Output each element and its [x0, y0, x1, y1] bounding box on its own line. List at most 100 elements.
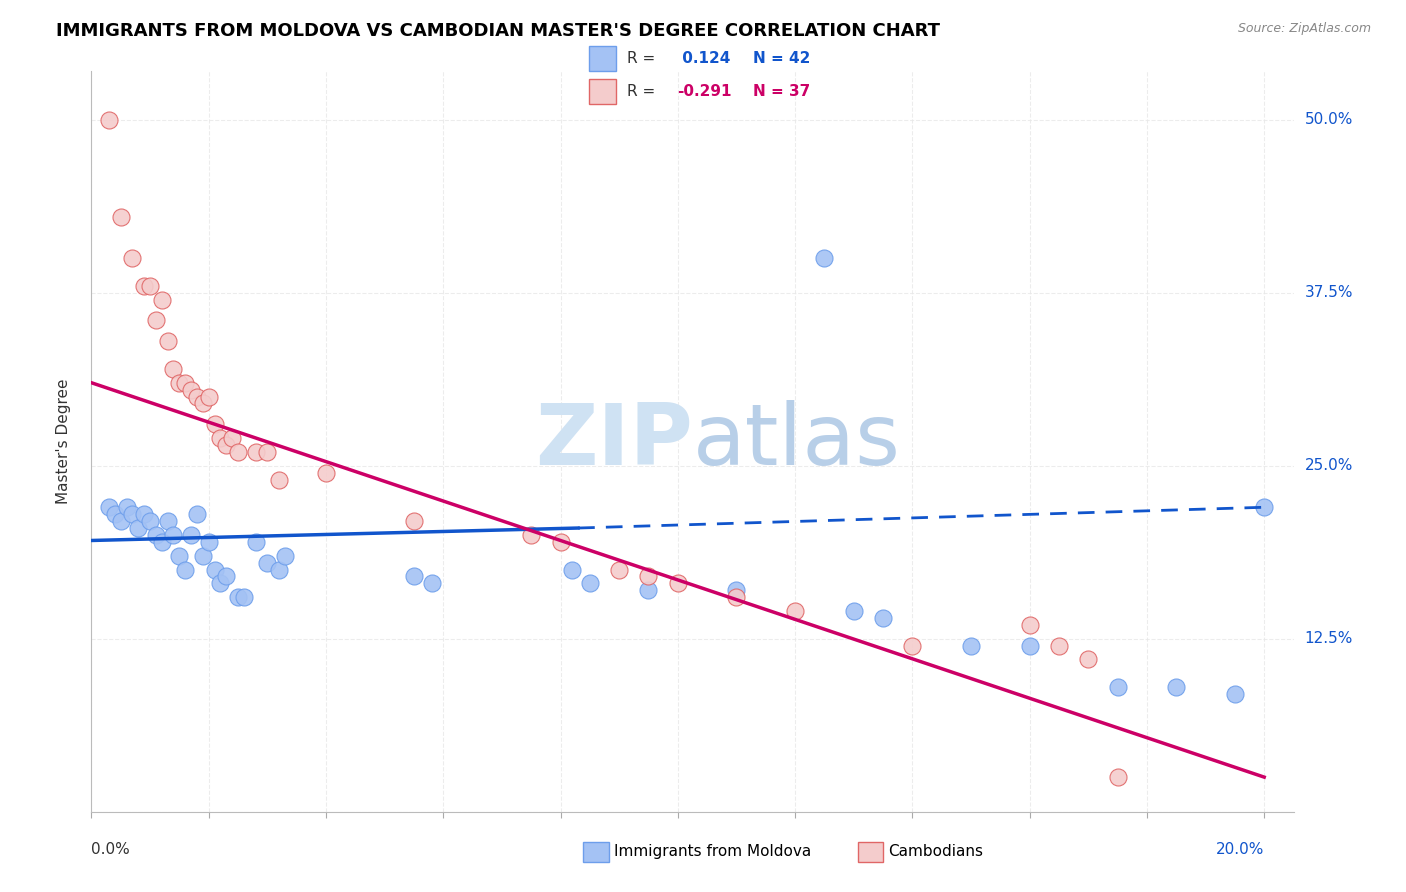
- Point: [134, 507, 156, 521]
- Point: [145, 313, 167, 327]
- Point: [579, 576, 602, 591]
- Point: [110, 210, 132, 224]
- Point: [145, 528, 167, 542]
- Point: [115, 500, 138, 515]
- Text: R =: R =: [627, 84, 655, 99]
- Point: [1107, 770, 1129, 784]
- Point: [204, 417, 226, 432]
- Point: [520, 528, 543, 542]
- Point: [402, 569, 425, 583]
- Point: [637, 583, 659, 598]
- Point: [550, 534, 572, 549]
- Text: 50.0%: 50.0%: [1305, 112, 1353, 128]
- Point: [180, 383, 202, 397]
- Point: [139, 278, 162, 293]
- Point: [267, 563, 290, 577]
- Text: -0.291: -0.291: [676, 84, 731, 99]
- Text: 12.5%: 12.5%: [1305, 632, 1353, 646]
- Point: [1107, 680, 1129, 694]
- Point: [204, 563, 226, 577]
- Point: [783, 604, 806, 618]
- Point: [139, 514, 162, 528]
- Point: [110, 514, 132, 528]
- Point: [174, 563, 197, 577]
- Text: N = 37: N = 37: [754, 84, 811, 99]
- Point: [420, 576, 443, 591]
- Text: 0.0%: 0.0%: [91, 842, 131, 857]
- Bar: [589, 79, 616, 104]
- Point: [186, 390, 208, 404]
- Bar: [589, 45, 616, 70]
- Text: 20.0%: 20.0%: [1216, 842, 1264, 857]
- Point: [215, 438, 238, 452]
- Point: [607, 563, 630, 577]
- Point: [842, 604, 865, 618]
- Point: [174, 376, 197, 390]
- Point: [637, 569, 659, 583]
- Point: [226, 445, 249, 459]
- Point: [1018, 618, 1040, 632]
- Point: [150, 534, 173, 549]
- Point: [315, 466, 337, 480]
- Point: [215, 569, 238, 583]
- Text: 37.5%: 37.5%: [1305, 285, 1353, 301]
- Point: [960, 639, 983, 653]
- Point: [267, 473, 290, 487]
- Point: [191, 549, 214, 563]
- Text: IMMIGRANTS FROM MOLDOVA VS CAMBODIAN MASTER'S DEGREE CORRELATION CHART: IMMIGRANTS FROM MOLDOVA VS CAMBODIAN MAS…: [56, 22, 941, 40]
- Point: [256, 556, 278, 570]
- Point: [725, 591, 748, 605]
- Point: [169, 376, 191, 390]
- Point: [1223, 687, 1246, 701]
- Point: [197, 390, 219, 404]
- Point: [209, 576, 232, 591]
- Point: [134, 278, 156, 293]
- Point: [256, 445, 278, 459]
- Point: [1018, 639, 1040, 653]
- Point: [561, 563, 583, 577]
- Text: N = 42: N = 42: [754, 51, 811, 66]
- Point: [180, 528, 202, 542]
- Point: [725, 583, 748, 598]
- Point: [104, 507, 127, 521]
- Text: Immigrants from Moldova: Immigrants from Moldova: [614, 845, 811, 859]
- Text: 0.124: 0.124: [676, 51, 730, 66]
- Point: [274, 549, 297, 563]
- Point: [1047, 639, 1070, 653]
- Text: atlas: atlas: [692, 400, 900, 483]
- Text: ZIP: ZIP: [534, 400, 692, 483]
- Point: [1166, 680, 1188, 694]
- Point: [245, 445, 267, 459]
- Point: [186, 507, 208, 521]
- Point: [191, 396, 214, 410]
- Point: [402, 514, 425, 528]
- Point: [226, 591, 249, 605]
- Point: [169, 549, 191, 563]
- Text: R =: R =: [627, 51, 655, 66]
- Y-axis label: Master's Degree: Master's Degree: [56, 379, 70, 504]
- Text: Cambodians: Cambodians: [889, 845, 984, 859]
- Point: [162, 528, 184, 542]
- Point: [209, 431, 232, 445]
- Point: [121, 507, 143, 521]
- Point: [150, 293, 173, 307]
- Point: [872, 611, 894, 625]
- Point: [197, 534, 219, 549]
- Point: [121, 251, 143, 265]
- Point: [813, 251, 835, 265]
- Point: [1253, 500, 1275, 515]
- Point: [666, 576, 689, 591]
- Text: Source: ZipAtlas.com: Source: ZipAtlas.com: [1237, 22, 1371, 36]
- Point: [98, 500, 121, 515]
- Point: [156, 334, 179, 349]
- Point: [127, 521, 149, 535]
- Point: [156, 514, 179, 528]
- Point: [221, 431, 243, 445]
- Text: 25.0%: 25.0%: [1305, 458, 1353, 474]
- Point: [98, 112, 121, 127]
- Point: [245, 534, 267, 549]
- Point: [162, 362, 184, 376]
- Point: [232, 591, 254, 605]
- Point: [901, 639, 924, 653]
- Point: [1077, 652, 1099, 666]
